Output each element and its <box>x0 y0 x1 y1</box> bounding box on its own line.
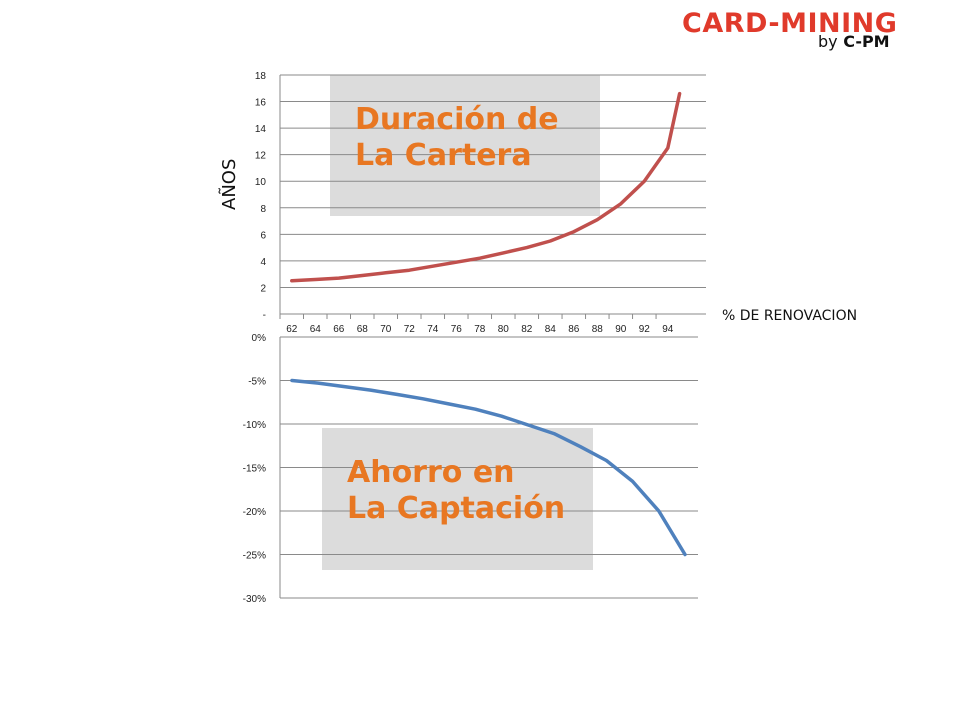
x-tick-label: 84 <box>545 324 557 335</box>
title-backdrop <box>322 428 593 570</box>
x-tick-label: 82 <box>521 324 533 335</box>
duracion-title-line-1: Duración de <box>355 102 559 137</box>
x-tick-label: 86 <box>568 324 580 335</box>
y-tick-label: - <box>263 310 266 321</box>
y-tick-label: 14 <box>255 124 267 135</box>
y-tick-label: -25% <box>243 551 266 562</box>
x-tick-label: 68 <box>357 324 369 335</box>
y-tick-label: 8 <box>260 204 266 215</box>
y-tick-label: 0% <box>252 333 267 344</box>
logo-brand: C-PM <box>843 32 890 51</box>
y-tick-label: 16 <box>255 98 267 109</box>
y-tick-label: 12 <box>255 151 267 162</box>
y-tick-label: 6 <box>260 230 266 241</box>
y-axis-label: AÑOS <box>219 158 240 210</box>
duracion-title-line-2: La Cartera <box>355 138 532 173</box>
x-tick-label: 90 <box>615 324 627 335</box>
y-tick-label: 10 <box>255 177 267 188</box>
y-tick-label: 4 <box>260 257 266 268</box>
y-tick-label: -15% <box>243 464 266 475</box>
x-tick-label: 74 <box>427 324 439 335</box>
y-tick-label: 2 <box>260 283 266 294</box>
x-tick-label: 80 <box>498 324 510 335</box>
x-tick-label: 76 <box>451 324 463 335</box>
x-tick-label: 78 <box>474 324 486 335</box>
logo-byline: by C-PM <box>818 32 890 51</box>
title-backdrop <box>330 75 600 216</box>
y-tick-label: 18 <box>255 71 267 82</box>
ahorro-chart: 0% -5% -10% -15% -20% -25% -30% <box>243 333 698 605</box>
x-axis-label: % DE RENOVACION <box>722 308 858 324</box>
x-tick-label: 62 <box>286 324 298 335</box>
x-tick-label: 64 <box>310 324 322 335</box>
x-tick-label: 88 <box>592 324 604 335</box>
logo-wordmark: CARD-MINING <box>682 8 898 39</box>
ahorro-series-line <box>290 378 687 557</box>
y-tick-label: -30% <box>243 594 266 605</box>
duracion-series-line <box>290 91 682 283</box>
ahorro-title-line-2: La Captación <box>347 491 566 526</box>
x-tick-label: 92 <box>639 324 651 335</box>
x-tick-label: 66 <box>333 324 345 335</box>
y-tick-label: -10% <box>243 420 266 431</box>
logo-by: by <box>818 32 838 51</box>
ahorro-title-line-1: Ahorro en <box>347 455 515 490</box>
y-tick-label: -5% <box>248 377 266 388</box>
y-tick-label: -20% <box>243 507 266 518</box>
duracion-title: Duración de La Cartera <box>355 102 559 174</box>
ahorro-title: Ahorro en La Captación <box>347 455 565 527</box>
x-tick-label: 72 <box>404 324 416 335</box>
x-tick-label: 94 <box>662 324 674 335</box>
x-tick-label: 70 <box>380 324 392 335</box>
